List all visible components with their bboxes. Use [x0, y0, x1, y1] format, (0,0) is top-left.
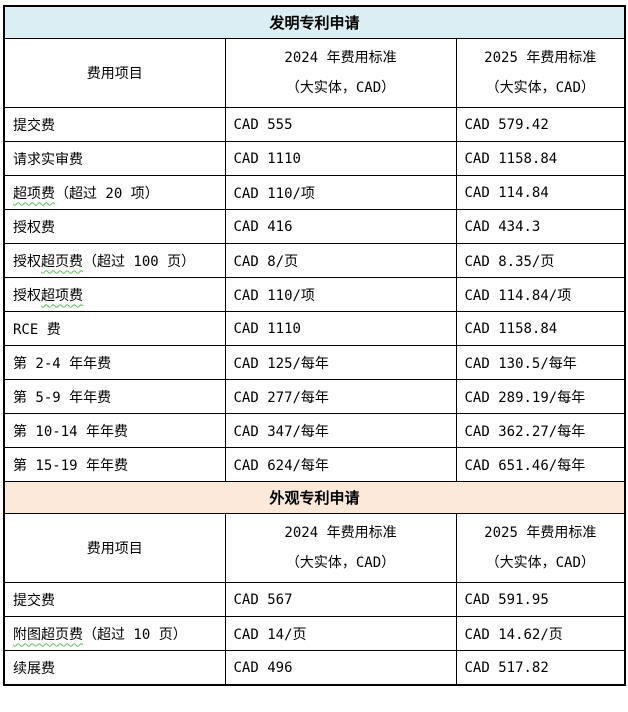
section-row-design: 外观专利申请	[3, 481, 626, 514]
section-title-design-patent: 外观专利申请	[3, 481, 626, 514]
column-header-2025: 2025 年费用标准 （大实体，CAD）	[455, 513, 626, 583]
fee-2024-cell: CAD 347/每年	[224, 413, 457, 448]
fee-item-text: 授权	[13, 287, 41, 304]
fee-item-text: 提交费	[13, 117, 55, 134]
fee-2025-cell: CAD 517.82	[455, 650, 626, 686]
fee-item-text: 第 2-4 年年费	[13, 355, 112, 372]
fee-row-annuity-15-19: 第 15-19 年年费 CAD 624/每年 CAD 651.46/每年	[3, 447, 626, 482]
fee-item-cell: 提交费	[3, 582, 226, 617]
fee-item-cell: 超项费（超过 20 项）	[3, 175, 226, 210]
fee-2024-cell: CAD 14/页	[224, 616, 457, 651]
fee-item-text: 续展费	[13, 660, 55, 677]
fee-item-note: （超过 10 页）	[83, 626, 187, 643]
fee-item-misspelled: 超项费	[13, 185, 55, 202]
fee-2024-cell: CAD 125/每年	[224, 345, 457, 380]
fee-item-misspelled: 附图超页费	[13, 626, 83, 643]
column-header-2024: 2024 年费用标准 （大实体，CAD）	[224, 513, 457, 583]
fee-2024-cell: CAD 496	[224, 650, 457, 686]
header-row-design: 费用项目 2024 年费用标准 （大实体，CAD） 2025 年费用标准 （大实…	[3, 513, 626, 583]
column-header-2024-line2: （大实体，CAD）	[285, 80, 396, 96]
column-header-2024-line1: 2024 年费用标准	[284, 50, 397, 66]
fee-2025-cell: CAD 289.19/每年	[455, 379, 626, 414]
column-header-fee-item: 费用项目	[3, 38, 226, 108]
fee-2024-cell: CAD 1110	[224, 311, 457, 346]
column-header-2024-line1: 2024 年费用标准	[284, 525, 397, 541]
fee-row-annuity-5-9: 第 5-9 年年费 CAD 277/每年 CAD 289.19/每年	[3, 379, 626, 414]
fee-row-design-excess-drawing-pages: 附图超页费（超过 10 页） CAD 14/页 CAD 14.62/页	[3, 616, 626, 651]
column-header-2025-line2: （大实体，CAD）	[485, 80, 595, 96]
column-header-fee-item: 费用项目	[3, 513, 226, 583]
fee-item-cell: 续展费	[3, 650, 226, 686]
fee-2024-cell: CAD 416	[224, 209, 457, 244]
fee-2025-cell: CAD 1158.84	[455, 311, 626, 346]
column-header-2025-line1: 2025 年费用标准	[484, 50, 597, 66]
fee-item-cell: 第 5-9 年年费	[3, 379, 226, 414]
fee-row-annuity-10-14: 第 10-14 年年费 CAD 347/每年 CAD 362.27/每年	[3, 413, 626, 448]
fee-2025-cell: CAD 591.95	[455, 582, 626, 617]
column-header-2024-line2: （大实体，CAD）	[285, 555, 396, 571]
fee-row-rce: RCE 费 CAD 1110 CAD 1158.84	[3, 311, 626, 346]
section-title-invention-patent: 发明专利申请	[3, 5, 626, 39]
fee-row-filing: 提交费 CAD 555 CAD 579.42	[3, 107, 626, 142]
fee-item-cell: 第 2-4 年年费	[3, 345, 226, 380]
fee-2025-cell: CAD 114.84	[455, 175, 626, 210]
fee-item-note: （超过 20 项）	[55, 185, 159, 202]
fee-item-text: 请求实审费	[13, 151, 83, 168]
fee-item-text: RCE 费	[13, 321, 61, 338]
fee-item-cell: 提交费	[3, 107, 226, 142]
fee-item-note: （超过 100 页）	[83, 253, 196, 270]
fee-2024-cell: CAD 8/页	[224, 243, 457, 278]
fee-2025-cell: CAD 434.3	[455, 209, 626, 244]
fee-item-cell: 授权费	[3, 209, 226, 244]
fee-2024-cell: CAD 567	[224, 582, 457, 617]
fee-item-cell: 授权超页费（超过 100 页）	[3, 243, 226, 278]
fee-2025-cell: CAD 1158.84	[455, 141, 626, 176]
fee-2025-cell: CAD 362.27/每年	[455, 413, 626, 448]
fee-item-text: 授权	[13, 253, 41, 270]
fee-item-misspelled: 超项费	[41, 287, 83, 304]
fee-item-cell: 请求实审费	[3, 141, 226, 176]
fee-2024-cell: CAD 624/每年	[224, 447, 457, 482]
fee-2024-cell: CAD 110/项	[224, 175, 457, 210]
fee-row-examination: 请求实审费 CAD 1110 CAD 1158.84	[3, 141, 626, 176]
fee-2025-cell: CAD 130.5/每年	[455, 345, 626, 380]
patent-fee-table: 发明专利申请 费用项目 2024 年费用标准 （大实体，CAD） 2025 年费…	[3, 5, 626, 686]
fee-row-grant-excess-pages: 授权超页费（超过 100 页） CAD 8/页 CAD 8.35/页	[3, 243, 626, 278]
fee-item-cell: 附图超页费（超过 10 页）	[3, 616, 226, 651]
fee-2024-cell: CAD 555	[224, 107, 457, 142]
fee-2024-cell: CAD 277/每年	[224, 379, 457, 414]
fee-item-text: 第 10-14 年年费	[13, 423, 129, 440]
fee-item-cell: 授权超项费	[3, 277, 226, 312]
column-header-2025: 2025 年费用标准 （大实体，CAD）	[455, 38, 626, 108]
fee-item-text: 授权费	[13, 219, 55, 236]
fee-2025-cell: CAD 14.62/页	[455, 616, 626, 651]
fee-2024-cell: CAD 1110	[224, 141, 457, 176]
fee-row-design-filing: 提交费 CAD 567 CAD 591.95	[3, 582, 626, 617]
fee-row-excess-claims: 超项费（超过 20 项） CAD 110/项 CAD 114.84	[3, 175, 626, 210]
fee-item-text: 提交费	[13, 592, 55, 609]
fee-item-cell: 第 10-14 年年费	[3, 413, 226, 448]
fee-item-cell: RCE 费	[3, 311, 226, 346]
fee-2025-cell: CAD 8.35/页	[455, 243, 626, 278]
fee-2025-cell: CAD 114.84/项	[455, 277, 626, 312]
fee-2025-cell: CAD 579.42	[455, 107, 626, 142]
column-header-2025-line1: 2025 年费用标准	[484, 525, 597, 541]
fee-row-grant: 授权费 CAD 416 CAD 434.3	[3, 209, 626, 244]
column-header-2025-line2: （大实体，CAD）	[485, 555, 595, 571]
header-row-invention: 费用项目 2024 年费用标准 （大实体，CAD） 2025 年费用标准 （大实…	[3, 38, 626, 108]
fee-item-text: 第 5-9 年年费	[13, 389, 112, 406]
fee-item-text: 第 15-19 年年费	[13, 457, 129, 474]
fee-2024-cell: CAD 110/项	[224, 277, 457, 312]
fee-item-misspelled: 超页费	[41, 253, 83, 270]
section-row-invention: 发明专利申请	[3, 5, 626, 39]
fee-2025-cell: CAD 651.46/每年	[455, 447, 626, 482]
fee-row-annuity-2-4: 第 2-4 年年费 CAD 125/每年 CAD 130.5/每年	[3, 345, 626, 380]
fee-row-grant-excess-claims: 授权超项费 CAD 110/项 CAD 114.84/项	[3, 277, 626, 312]
column-header-2024: 2024 年费用标准 （大实体，CAD）	[224, 38, 457, 108]
fee-item-cell: 第 15-19 年年费	[3, 447, 226, 482]
fee-row-design-renewal: 续展费 CAD 496 CAD 517.82	[3, 650, 626, 686]
